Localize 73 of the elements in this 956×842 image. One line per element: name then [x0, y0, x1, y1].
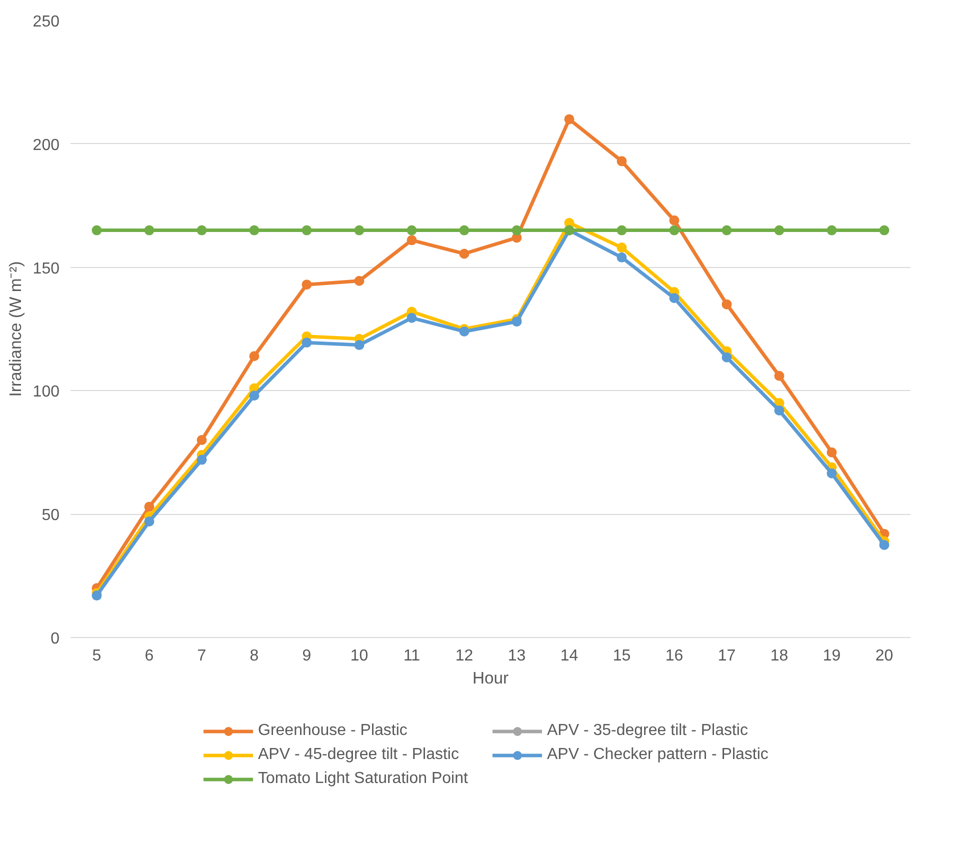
- point: [406, 225, 417, 236]
- x-tick-label: 7: [197, 648, 206, 664]
- point: [302, 338, 312, 348]
- y-tick-label: 200: [32, 136, 60, 154]
- point: [459, 326, 470, 336]
- y-tick-label: 100: [32, 384, 60, 401]
- x-tick-label: 10: [350, 648, 368, 664]
- point: [669, 215, 680, 226]
- point: [512, 225, 522, 236]
- point: [144, 516, 154, 526]
- x-tick-label: 13: [508, 648, 526, 664]
- point: [826, 468, 837, 478]
- x-tick-label: 5: [92, 648, 102, 664]
- legend-label: APV - Checker pattern - Plastic: [547, 746, 770, 764]
- point: [302, 280, 312, 290]
- x-axis-title: Hour: [472, 668, 510, 688]
- point: [616, 225, 627, 236]
- point: [826, 447, 837, 458]
- point: [722, 225, 732, 236]
- point: [196, 435, 207, 446]
- y-tick-label: 50: [42, 507, 60, 524]
- legend-label: APV - 35-degree tilt - Plastic: [547, 722, 749, 740]
- point: [722, 299, 732, 310]
- point: [774, 225, 784, 236]
- point: [564, 114, 574, 124]
- x-tick-label: 15: [612, 648, 631, 664]
- point: [774, 405, 784, 416]
- y-axis-title: Irradiance (W m⁻²): [6, 261, 25, 397]
- x-tick-label: 17: [718, 648, 736, 664]
- x-tick-label: 16: [665, 648, 684, 664]
- point: [616, 156, 627, 166]
- x-tick-label: 8: [250, 648, 259, 664]
- point: [196, 225, 207, 236]
- x-tick-label: 18: [770, 648, 788, 664]
- point: [354, 340, 364, 350]
- point: [669, 293, 680, 304]
- point: [406, 235, 417, 246]
- point: [144, 225, 154, 236]
- point: [196, 454, 207, 465]
- point: [144, 502, 154, 512]
- y-tick-label: 250: [32, 14, 60, 30]
- point: [92, 225, 102, 236]
- point: [879, 225, 890, 236]
- x-tick-label: 6: [144, 648, 154, 664]
- y-tick-label: 150: [32, 260, 60, 278]
- x-tick-label: 20: [875, 648, 894, 664]
- point: [826, 225, 837, 236]
- point: [669, 225, 680, 236]
- legend-label: APV - 45-degree tilt - Plastic: [258, 746, 460, 764]
- x-tick-label: 19: [822, 648, 841, 664]
- x-tick-label: 12: [455, 648, 474, 664]
- legend-label: Tomato Light Saturation Point: [258, 770, 469, 788]
- point: [92, 590, 102, 601]
- point: [722, 352, 732, 362]
- point: [774, 370, 784, 381]
- point: [249, 351, 260, 362]
- point: [512, 316, 522, 327]
- point: [302, 225, 312, 236]
- point: [249, 225, 260, 236]
- x-tick-label: 11: [403, 648, 420, 664]
- y-tick-label: 0: [50, 630, 60, 648]
- x-tick-label: 14: [560, 648, 578, 664]
- point: [354, 276, 364, 286]
- point: [459, 225, 470, 236]
- point: [354, 225, 364, 236]
- point: [616, 242, 627, 253]
- point: [459, 248, 470, 259]
- x-tick-label: 9: [302, 648, 312, 664]
- point: [616, 252, 627, 262]
- point: [249, 390, 260, 401]
- point: [879, 540, 890, 550]
- legend-label: Greenhouse - Plastic: [258, 722, 408, 740]
- point: [406, 312, 417, 323]
